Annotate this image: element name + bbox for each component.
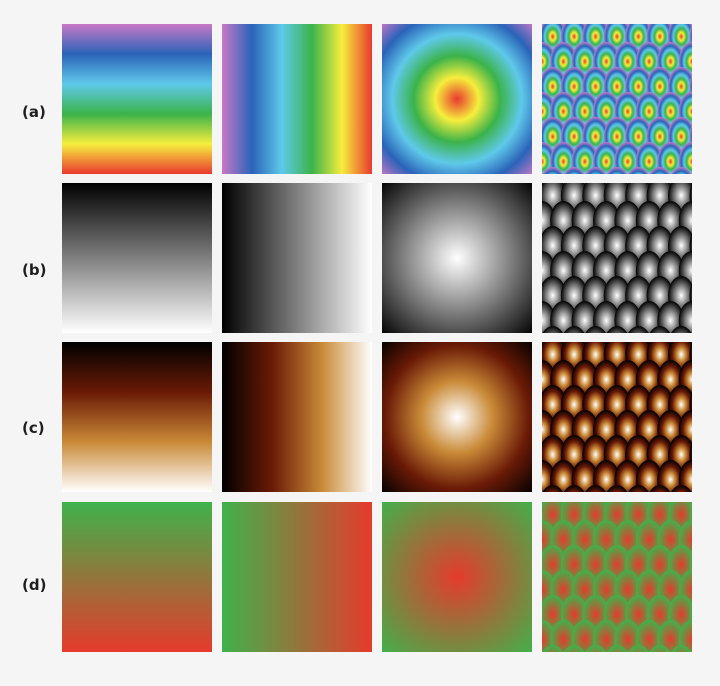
tile-c-vertical-ramp-svg [62,342,212,492]
tile-d-vertical-ramp [62,502,212,652]
label-c: (c) [22,419,45,437]
tile-b-horizontal-ramp [222,183,372,333]
tile-c-radial [382,342,532,492]
tile-a-radial [382,24,532,174]
tile-a-periodic-sinusoid [542,24,692,174]
tile-b-radial-svg [382,183,532,333]
tile-d-horizontal-ramp [222,502,372,652]
tile-b-horizontal-ramp-svg [222,183,372,333]
tile-b-vertical-ramp [62,183,212,333]
label-a: (a) [22,103,46,121]
tile-d-horizontal-ramp-svg [222,502,372,652]
tile-b-vertical-ramp-svg [62,183,212,333]
tile-d-radial-svg [382,502,532,652]
tile-b-radial [382,183,532,333]
tile-c-radial-svg [382,342,532,492]
tile-c-horizontal-ramp-svg [222,342,372,492]
tile-a-horizontal-ramp-svg [222,24,372,174]
tile-a-vertical-ramp [62,24,212,174]
tile-d-periodic-sinusoid [542,502,692,652]
tile-a-horizontal-ramp [222,24,372,174]
tile-c-periodic-sinusoid-svg [542,342,692,492]
tile-c-periodic-sinusoid [542,342,692,492]
tile-a-radial-svg [382,24,532,174]
tile-b-periodic-sinusoid-svg [542,183,692,333]
tile-d-radial [382,502,532,652]
label-b: (b) [22,261,47,279]
tile-c-vertical-ramp [62,342,212,492]
tile-c-horizontal-ramp [222,342,372,492]
tile-a-vertical-ramp-svg [62,24,212,174]
tile-d-vertical-ramp-svg [62,502,212,652]
tile-b-periodic-sinusoid [542,183,692,333]
tile-d-periodic-sinusoid-svg [542,502,692,652]
tile-a-periodic-sinusoid-svg [542,24,692,174]
label-d: (d) [22,576,47,594]
